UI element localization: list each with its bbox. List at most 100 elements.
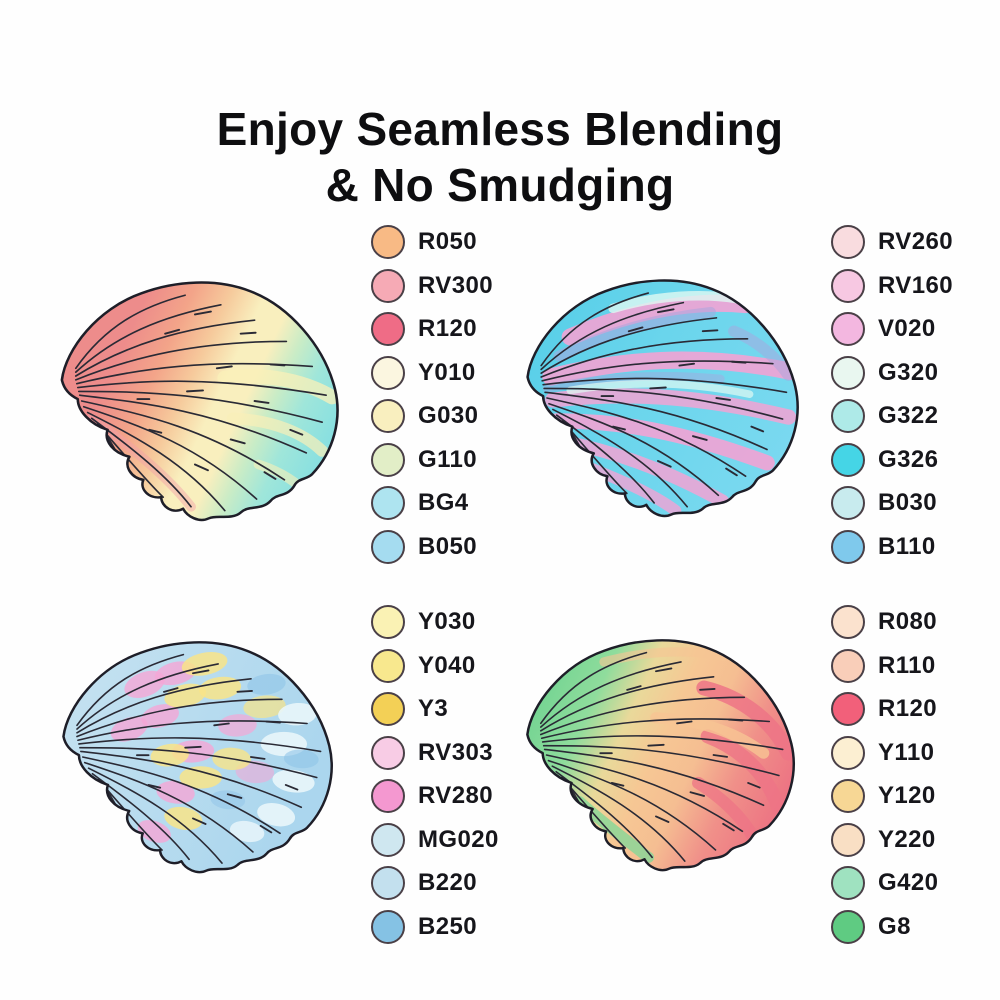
swatch-circle — [831, 822, 865, 857]
swatch-row: Y010 — [371, 355, 493, 390]
swatch-label: Y110 — [878, 738, 935, 766]
swatch-circle — [831, 648, 865, 683]
swatch-label: G326 — [878, 445, 939, 473]
swatch-row: G320 — [831, 355, 953, 390]
swatch-circle — [831, 735, 865, 770]
swatch-circle — [371, 312, 405, 346]
swatch-circle — [831, 355, 865, 390]
page-title: Enjoy Seamless Blending & No Smudging — [0, 101, 1000, 213]
swatch-label: G322 — [878, 402, 939, 429]
swatch-circle — [371, 268, 405, 303]
swatch-row: B250 — [371, 909, 499, 944]
swatch-row: Y3 — [371, 692, 499, 726]
legend-bottom-right: R080 R110 R120 Y110 Y120 Y220 G420 G8 — [831, 605, 938, 944]
swatch-label: R050 — [418, 228, 477, 255]
swatch-label: RV280 — [418, 782, 493, 809]
swatch-label: R120 — [878, 695, 937, 722]
swatch-label: B220 — [418, 869, 477, 896]
swatch-label: Y3 — [418, 695, 449, 722]
swatch-circle — [371, 529, 405, 564]
shell-drawing-bottom-right — [526, 639, 795, 872]
shell-drawing-bottom-left — [62, 641, 333, 874]
swatch-row: G110 — [371, 442, 493, 477]
swatch-circle — [831, 442, 865, 477]
swatch-label: B250 — [418, 912, 477, 940]
swatch-row: Y030 — [371, 605, 499, 639]
swatch-row: RV260 — [831, 225, 953, 259]
swatch-label: RV260 — [878, 228, 953, 255]
swatch-row: G030 — [371, 399, 493, 433]
swatch-row: Y110 — [831, 735, 938, 770]
swatch-label: Y010 — [418, 358, 476, 386]
shell-illustration-top-left — [46, 276, 344, 526]
swatch-row: B110 — [831, 529, 953, 564]
swatch-row: B050 — [371, 529, 493, 564]
swatch-row: R050 — [371, 225, 493, 259]
swatch-row: G326 — [831, 442, 953, 477]
swatch-circle — [371, 442, 405, 477]
swatch-circle — [831, 909, 865, 944]
swatch-label: R120 — [418, 315, 477, 342]
swatch-label: Y030 — [418, 608, 476, 635]
legend-top-left: R050 RV300 R120 Y010 G030 G110 BG4 B050 — [371, 225, 493, 564]
swatch-label: RV160 — [878, 271, 953, 299]
swatch-row: RV160 — [831, 268, 953, 303]
swatch-circle — [831, 692, 865, 726]
swatch-label: RV300 — [418, 271, 493, 299]
swatch-label: Y120 — [878, 782, 936, 809]
swatch-circle — [371, 692, 405, 726]
swatch-row: G8 — [831, 909, 938, 944]
swatch-circle — [831, 529, 865, 564]
swatch-circle — [371, 779, 405, 813]
swatch-row: Y220 — [831, 822, 938, 857]
swatch-circle — [831, 312, 865, 346]
swatch-label: B030 — [878, 489, 937, 516]
swatch-row: R120 — [371, 312, 493, 346]
legend-bottom-left: Y030 Y040 Y3 RV303 RV280 MG020 B220 B25 — [371, 605, 499, 944]
swatch-row: RV300 — [371, 268, 493, 303]
swatch-row: Y120 — [831, 779, 938, 813]
swatch-circle — [831, 779, 865, 813]
shell-drawing-top-right — [526, 279, 799, 518]
swatch-row: R080 — [831, 605, 938, 639]
swatch-circle — [831, 605, 865, 639]
swatch-row: R120 — [831, 692, 938, 726]
swatch-row: V020 — [831, 312, 953, 346]
swatch-label: B050 — [418, 532, 477, 560]
swatch-circle — [371, 399, 405, 433]
swatch-row: R110 — [831, 648, 938, 683]
swatch-label: Y040 — [418, 651, 476, 679]
swatch-circle — [371, 909, 405, 944]
swatch-label: RV303 — [418, 738, 493, 766]
swatch-row: RV303 — [371, 735, 499, 770]
swatch-circle — [831, 225, 865, 259]
swatch-circle — [371, 735, 405, 770]
swatch-row: Y040 — [371, 648, 499, 683]
swatch-row: G322 — [831, 399, 953, 433]
swatch-row: BG4 — [371, 486, 493, 520]
swatch-label: G320 — [878, 358, 939, 386]
swatch-circle — [371, 822, 405, 857]
swatch-circle — [371, 355, 405, 390]
swatch-row: RV280 — [371, 779, 499, 813]
swatch-label: G030 — [418, 402, 479, 429]
swatch-circle — [831, 866, 865, 900]
swatch-label: V020 — [878, 315, 936, 342]
legend-top-right: RV260 RV160 V020 G320 G322 G326 B030 B1 — [831, 225, 953, 564]
title-line-2: & No Smudging — [325, 158, 675, 211]
swatch-circle — [371, 648, 405, 683]
swatch-row: MG020 — [371, 822, 499, 857]
swatch-label: R080 — [878, 608, 937, 635]
swatch-label: R110 — [878, 651, 936, 679]
swatch-label: G420 — [878, 869, 939, 896]
swatch-label: B110 — [878, 532, 936, 560]
swatch-label: G8 — [878, 912, 911, 940]
shell-illustration-bottom-right — [512, 634, 800, 876]
swatch-circle — [831, 268, 865, 303]
swatch-row: G420 — [831, 866, 938, 900]
swatch-row: B030 — [831, 486, 953, 520]
swatch-label: MG020 — [418, 825, 499, 853]
swatch-label: Y220 — [878, 825, 936, 853]
swatch-circle — [831, 399, 865, 433]
